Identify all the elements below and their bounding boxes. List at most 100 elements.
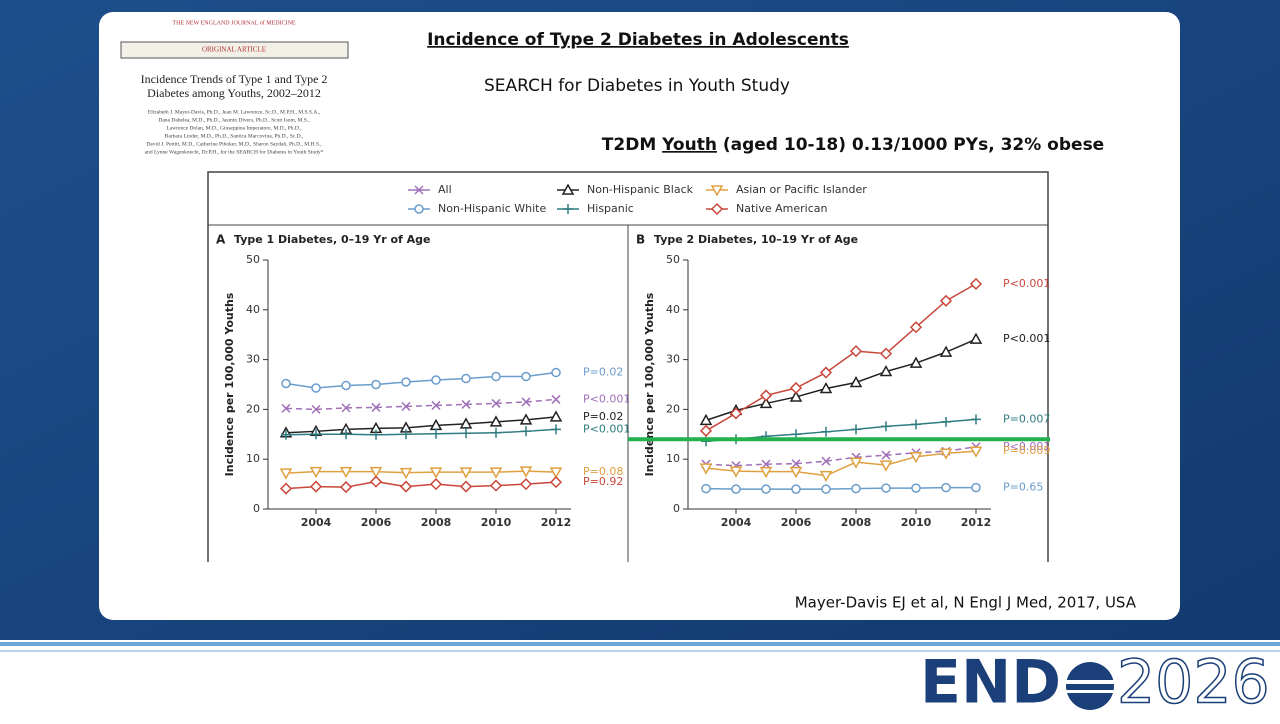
- marker: [371, 429, 381, 440]
- marker: [909, 356, 923, 368]
- highlight-text: Youth: [661, 135, 717, 155]
- p-value-label: P=0.08: [583, 465, 623, 478]
- y-tick-label: 0: [253, 502, 260, 515]
- marker: [879, 347, 893, 360]
- x-tick-label: 2008: [421, 516, 452, 529]
- marker: [491, 371, 501, 382]
- legend-marker: [414, 185, 424, 195]
- marker: [459, 467, 473, 479]
- logo: END: [920, 648, 1061, 718]
- marker: [309, 466, 323, 479]
- marker: [941, 416, 951, 427]
- x-tick-label: 2006: [781, 516, 812, 529]
- legend-label: Asian or Pacific Islander: [736, 183, 867, 196]
- marker: [759, 396, 773, 409]
- legend-marker: [414, 204, 424, 214]
- marker: [551, 367, 561, 378]
- marker: [821, 456, 831, 466]
- legend-label: Hispanic: [587, 202, 634, 215]
- logo: 2026: [1117, 648, 1270, 718]
- marker: [339, 466, 353, 479]
- marker: [821, 484, 831, 494]
- x-tick-label: 2004: [301, 516, 332, 529]
- marker: [851, 483, 861, 494]
- marker: [311, 383, 321, 393]
- highlight: T2DM Youth (aged 10-18) 0.13/1000 PYs, 3…: [602, 135, 1104, 155]
- series-line: [705, 450, 977, 477]
- marker: [549, 410, 563, 422]
- marker: [521, 426, 531, 437]
- legend-marker: [561, 183, 575, 195]
- author-line: David J. Pettitt, M.D., Catherine Pihoke…: [146, 141, 322, 147]
- section: ORIGINAL ARTICLE: [202, 46, 266, 54]
- y-tick-label: 20: [246, 402, 260, 415]
- marker: [821, 426, 831, 437]
- marker: [819, 470, 833, 483]
- p-value-label: P=0.65: [1003, 481, 1043, 494]
- footer-line: [0, 650, 1280, 652]
- marker: [971, 414, 981, 425]
- marker: [791, 484, 801, 494]
- marker: [431, 428, 441, 439]
- marker: [369, 466, 383, 479]
- marker: [401, 429, 411, 440]
- marker: [939, 294, 953, 307]
- marker: [281, 429, 291, 440]
- x-tick-label: 2010: [901, 516, 932, 529]
- marker: [549, 467, 563, 479]
- marker: [281, 378, 291, 389]
- section-box: [120, 41, 349, 59]
- y-tick-label: 40: [666, 303, 680, 316]
- marker: [279, 482, 293, 495]
- marker: [341, 380, 351, 391]
- marker: [401, 377, 411, 387]
- y-tick-label: 50: [246, 253, 260, 266]
- marker: [819, 381, 833, 394]
- paper-title: Diabetes among Youths, 2002–2012: [147, 86, 321, 100]
- y-tick-label: 20: [666, 402, 680, 415]
- marker: [431, 400, 441, 410]
- series-line: [285, 371, 557, 389]
- panel-letter: A: [216, 233, 226, 247]
- marker: [941, 482, 951, 493]
- marker: [849, 375, 863, 388]
- series-line: [285, 480, 557, 490]
- y-tick-label: 30: [666, 353, 680, 366]
- highlight-text: T2DM: [602, 135, 662, 155]
- marker: [399, 480, 413, 493]
- y-tick-label: 10: [666, 452, 680, 465]
- legend-marker: [710, 185, 724, 197]
- series-line: [285, 416, 557, 434]
- legend-marker: [710, 202, 724, 216]
- marker: [789, 381, 803, 395]
- marker: [819, 366, 833, 379]
- x-tick-label: 2012: [541, 516, 572, 529]
- author-line: and Lynne Wagenknecht, Dr.P.H., for the …: [145, 148, 324, 155]
- marker: [969, 446, 983, 458]
- marker: [459, 417, 473, 429]
- marker: [881, 421, 891, 432]
- marker: [969, 277, 983, 290]
- y-axis-label: Incidence per 100,000 Youths: [223, 292, 236, 476]
- marker: [311, 429, 321, 440]
- authors: Elizabeth J. Mayer-Davis, Ph.D., Jean M.…: [145, 109, 324, 155]
- marker: [519, 413, 533, 425]
- series-line: [285, 470, 557, 474]
- marker: [789, 390, 803, 402]
- slide-subtitle: SEARCH for Diabetes in Youth Study: [484, 76, 790, 96]
- marker: [939, 448, 953, 460]
- x-tick-label: 2004: [721, 516, 752, 529]
- p-value-label: P=0.007: [1003, 412, 1050, 425]
- marker: [491, 427, 501, 438]
- marker: [461, 428, 471, 439]
- y-tick-label: 0: [673, 502, 680, 515]
- highlight-text: (aged 10-18) 0.13/1000 PYs, 32% obese: [717, 135, 1104, 155]
- author-line: Dana Dabelea, M.D., Ph.D., Jasmin Divers…: [158, 117, 310, 123]
- citation: Mayer-Davis EJ et al, N Engl J Med, 2017…: [795, 594, 1137, 612]
- marker: [519, 466, 533, 478]
- legend-label: All: [438, 183, 452, 196]
- marker: [791, 459, 801, 469]
- marker: [489, 415, 503, 427]
